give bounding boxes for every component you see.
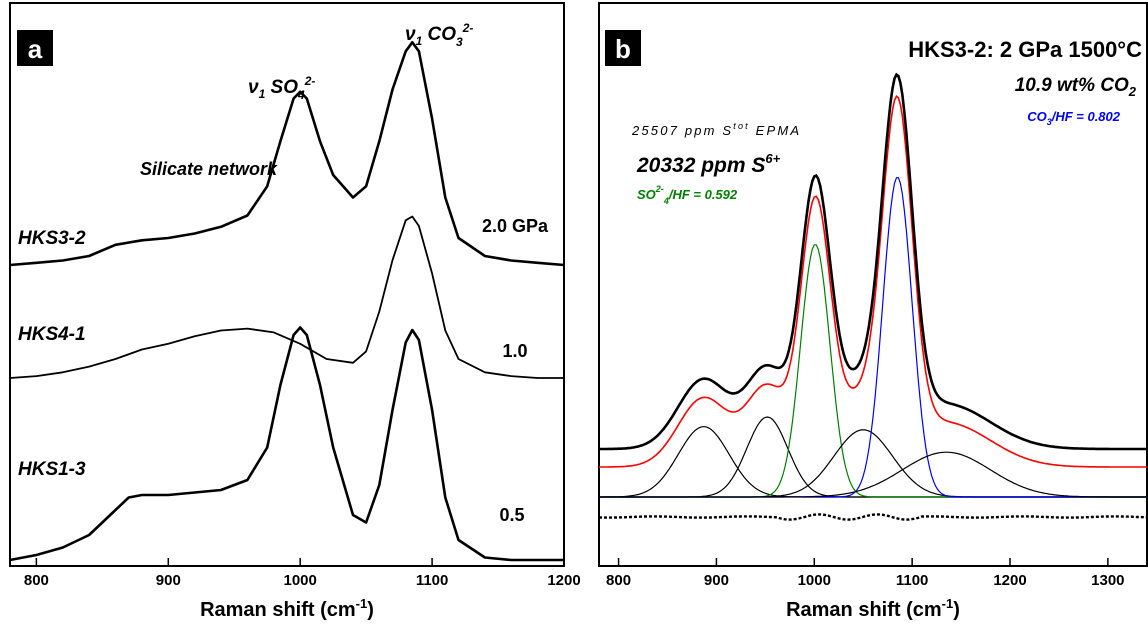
pressure-label: 0.5 bbox=[499, 505, 524, 525]
panel-a-frame bbox=[9, 2, 565, 567]
x-tick-label: 900 bbox=[704, 572, 729, 589]
peak-label-carbonate: ν1 CO32- bbox=[405, 21, 473, 49]
panel-a-x-axis-label: Raman shift (cm-1) bbox=[200, 596, 374, 621]
component-silicate-3 bbox=[599, 429, 1147, 498]
fit-sum-curve bbox=[599, 95, 1147, 468]
spectrum-hks4-1 bbox=[9, 215, 564, 379]
series-name-label: HKS4-1 bbox=[18, 324, 86, 345]
peak-label-sulfate: ν1 SO42- bbox=[248, 74, 315, 102]
panel-a-x-ticks: 800 900 1000 1100 1200 bbox=[24, 558, 581, 589]
residual-curve bbox=[599, 513, 1147, 521]
panel-a-badge bbox=[17, 30, 53, 66]
x-tick-label: 900 bbox=[156, 572, 181, 589]
co3-hf-ratio-label: CO3/HF = 0.802 bbox=[1027, 109, 1121, 127]
pressure-label: 1.0 bbox=[502, 341, 527, 361]
series-name-label: HKS1-3 bbox=[18, 459, 86, 480]
pressure-label: 2.0 GPa bbox=[482, 216, 549, 236]
panel-b-x-axis-label: Raman shift (cm-1) bbox=[786, 596, 960, 621]
x-tick-label: 1200 bbox=[993, 572, 1026, 589]
x-tick-label: 1300 bbox=[1091, 572, 1124, 589]
x-tick-label: 800 bbox=[24, 572, 49, 589]
sulfur-6-label: 20332 ppm S6+ bbox=[636, 151, 781, 177]
component-silicate-2 bbox=[599, 416, 1147, 498]
x-tick-label: 1000 bbox=[284, 572, 317, 589]
spectrum-hks3-2 bbox=[9, 41, 565, 267]
panel-b-frame bbox=[598, 2, 1148, 567]
component-sulfate bbox=[599, 244, 1147, 498]
silicate-network-label: Silicate network bbox=[140, 159, 278, 179]
panel-a-labels: HKS3-2 2.0 GPa HKS4-1 1.0 HKS1-3 0.5 ν1 SO42- ν… bbox=[18, 21, 549, 525]
panel-a: a 800 900 1000 1100 1200 HKS3-2 2.0 GPa HKS4-1… bbox=[9, 2, 581, 621]
panel-a-curves bbox=[9, 41, 565, 562]
measured-spectrum bbox=[599, 72, 1147, 451]
so4-hf-ratio-label: SO2-4/HF = 0.592 bbox=[637, 184, 738, 206]
panel-b-x-ticks: 800 900 1000 1100 1200 1300 bbox=[606, 558, 1125, 589]
component-silicate-1 bbox=[599, 426, 1147, 498]
x-tick-label: 1000 bbox=[798, 572, 831, 589]
co2-content-label: 10.9 wt% CO2 bbox=[1015, 75, 1137, 99]
x-tick-label: 1200 bbox=[547, 572, 580, 589]
panel-b: b 800 900 1000 1100 1200 1300 HKS3-2: 2 GPa 1… bbox=[598, 2, 1148, 621]
spectrum-hks1-3 bbox=[9, 326, 564, 562]
panel-b-curves bbox=[599, 72, 1147, 521]
component-silicate-4 bbox=[599, 451, 1147, 498]
x-tick-label: 800 bbox=[606, 572, 631, 589]
panel-b-label: b bbox=[615, 34, 631, 64]
series-name-label: HKS3-2 bbox=[18, 228, 86, 249]
x-tick-label: 1100 bbox=[896, 572, 929, 589]
x-tick-label: 1100 bbox=[416, 572, 449, 589]
panel-b-labels: HKS3-2: 2 GPa 1500°C 10.9 wt% CO2 CO3/HF =… bbox=[631, 37, 1142, 206]
panel-b-badge bbox=[605, 30, 641, 66]
panel-b-title: HKS3-2: 2 GPa 1500°C bbox=[908, 37, 1142, 62]
panel-a-label: a bbox=[28, 34, 43, 64]
